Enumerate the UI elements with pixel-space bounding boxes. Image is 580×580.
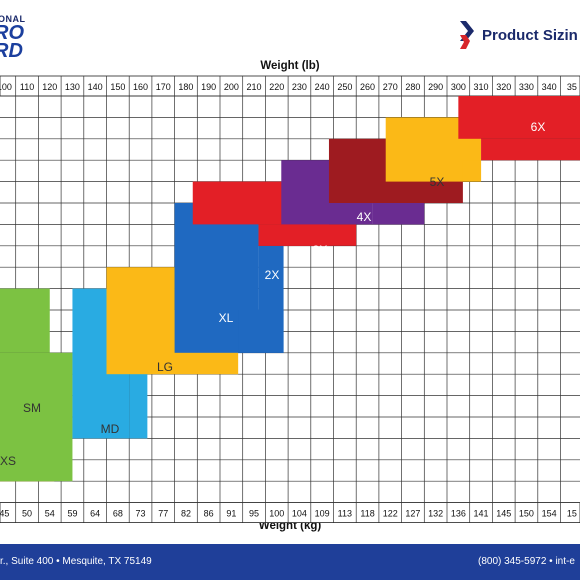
- chevron-logo-icon: [460, 21, 474, 49]
- size-region-xl: [238, 310, 284, 353]
- kg-tick-label: 50: [22, 509, 32, 519]
- kg-tick-label: 150: [519, 509, 534, 519]
- footer-address: r., Suite 400 • Mesquite, TX 75149: [0, 556, 152, 567]
- lb-tick-label: 300: [451, 82, 466, 92]
- lb-tick-label: 260: [360, 82, 375, 92]
- kg-tick-label: 64: [90, 509, 100, 519]
- lb-tick-label: 110: [20, 82, 34, 92]
- lb-tick-label: 290: [428, 82, 443, 92]
- size-label-5x: 5X: [430, 175, 445, 189]
- logo-text-line3: RD: [0, 40, 23, 62]
- kg-tick-label: 91: [226, 509, 236, 519]
- footer-phone: (800) 345-5972 • int-e: [478, 556, 575, 567]
- kg-tick-label: 127: [405, 509, 420, 519]
- lb-tick-label: 250: [337, 82, 352, 92]
- kg-tick-label: 104: [292, 509, 307, 519]
- kg-tick-label: 100: [269, 509, 284, 519]
- lb-tick-label: 160: [133, 82, 148, 92]
- lb-tick-label: 240: [315, 82, 330, 92]
- lb-tick-label: 220: [269, 82, 284, 92]
- lb-tick-label: 210: [247, 82, 262, 92]
- logo-text-line1: ONAL: [0, 14, 26, 24]
- lb-tick-label: 120: [42, 82, 57, 92]
- size-region-lg: [106, 267, 175, 310]
- size-label-md: MD: [101, 422, 120, 436]
- size-region-sm: [0, 352, 73, 482]
- product-sizing-header: Product Sizin: [460, 20, 578, 50]
- kg-tick-label: 154: [542, 509, 557, 519]
- size-region-3x: [372, 203, 425, 225]
- kg-tick-label: 73: [136, 509, 146, 519]
- lb-tick-label: 150: [110, 82, 125, 92]
- kg-header-row: [0, 502, 580, 524]
- brand-logo: ONAL RO RD: [0, 6, 60, 62]
- logo-text-line2: RO: [0, 22, 24, 44]
- kg-tick-label: 141: [474, 509, 489, 519]
- size-label-lg: LG: [157, 360, 173, 374]
- kg-tick-label: 113: [338, 509, 352, 519]
- kg-tick-label: 45: [0, 509, 9, 519]
- size-label-4x: 4X: [357, 210, 372, 224]
- lb-tick-label: 340: [542, 82, 557, 92]
- size-label-xs: XS: [0, 454, 16, 468]
- lb-tick-label: 310: [474, 82, 489, 92]
- lb-tick-label: 180: [178, 82, 193, 92]
- kg-tick-label: 109: [315, 509, 330, 519]
- page-title: Product Sizin: [482, 26, 578, 44]
- kg-tick-label: 86: [204, 509, 214, 519]
- kg-tick-label: 54: [45, 509, 55, 519]
- x-axis-title-lb: Weight (lb): [260, 60, 320, 72]
- lb-tick-label: 170: [156, 82, 171, 92]
- size-label-3x: 3X: [313, 243, 328, 257]
- size-region-6x: [481, 138, 580, 161]
- size-label-sm: SM: [23, 401, 41, 415]
- kg-tick-label: 145: [496, 509, 511, 519]
- lb-tick-label: 280: [405, 82, 420, 92]
- lb-tick-label: 270: [383, 82, 398, 92]
- kg-tick-label: 95: [249, 509, 259, 519]
- footer-bar: r., Suite 400 • Mesquite, TX 75149 (800)…: [0, 544, 580, 580]
- size-region-5x: [462, 160, 482, 182]
- kg-tick-label: 118: [360, 509, 374, 519]
- kg-tick-label: 59: [67, 509, 77, 519]
- sizing-chart: 100 110 120 130 140 150 160 170 180 190 200 210 220 2…: [0, 75, 580, 524]
- lb-tick-label: 35: [567, 82, 577, 92]
- kg-tick-label: 122: [383, 509, 398, 519]
- size-region-6x: [458, 96, 580, 139]
- size-label-6x: 6X: [531, 120, 546, 134]
- size-label-xl: XL: [219, 311, 234, 325]
- lb-tick-label: 130: [65, 82, 80, 92]
- lb-tick-label: 330: [519, 82, 534, 92]
- size-label-2x: 2X: [265, 268, 280, 282]
- size-region-sm: [0, 288, 50, 353]
- lb-tick-label: 200: [224, 82, 239, 92]
- lb-tick-label: 230: [292, 82, 307, 92]
- kg-tick-label: 132: [428, 509, 443, 519]
- kg-tick-label: 68: [113, 509, 123, 519]
- lb-tick-label: 190: [201, 82, 216, 92]
- kg-tick-label: 136: [451, 509, 466, 519]
- kg-tick-label: 15: [567, 509, 577, 519]
- kg-tick-label: 82: [181, 509, 191, 519]
- lb-tick-label: 140: [88, 82, 103, 92]
- kg-tick-label: 77: [158, 509, 168, 519]
- lb-tick-label: 100: [0, 82, 12, 92]
- x-axis-title-kg: Weight (kg): [258, 520, 322, 532]
- size-region-2x: [258, 224, 357, 246]
- lb-tick-label: 320: [496, 82, 511, 92]
